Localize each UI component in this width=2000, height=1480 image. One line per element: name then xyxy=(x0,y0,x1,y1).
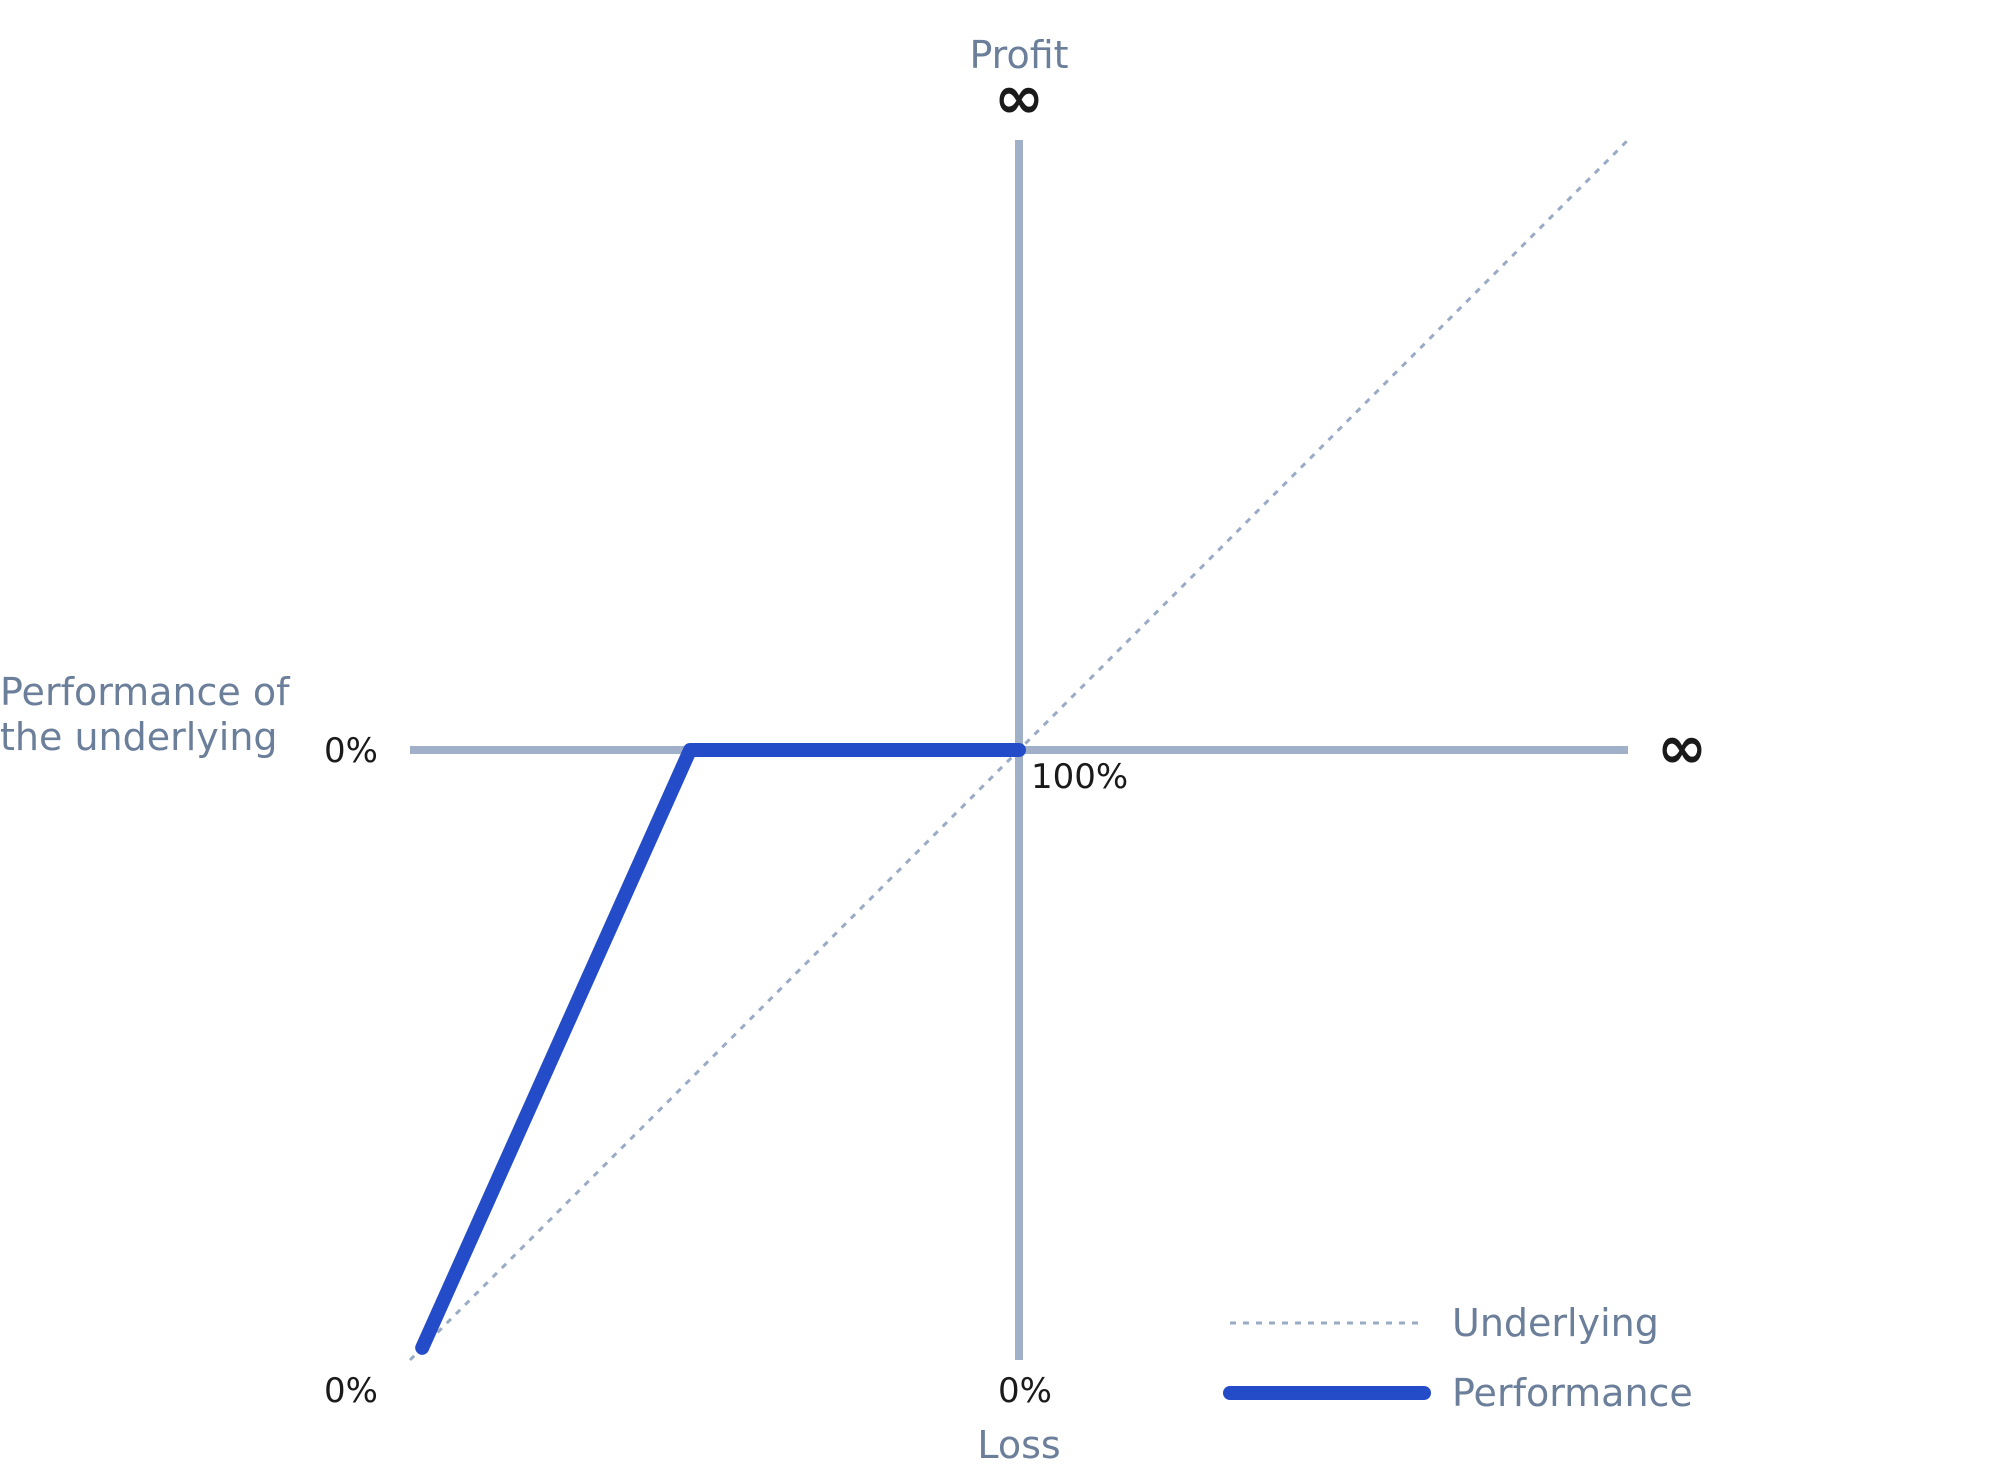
legend: Underlying Performance xyxy=(1223,1301,1693,1415)
x-tick-midpoint: 100% xyxy=(1031,757,1128,797)
y-tick-zero: 0% xyxy=(324,731,378,771)
x-axis-label-line-2: the underlying xyxy=(0,715,278,759)
series-layer xyxy=(408,138,1630,1362)
series-line-performance xyxy=(415,743,1026,1355)
y-tick-bottom: 0% xyxy=(998,1371,1052,1411)
legend-label-underlying: Underlying xyxy=(1452,1301,1659,1345)
x-tick-infinity: ∞ xyxy=(1657,713,1707,783)
y-tick-infinity: ∞ xyxy=(994,63,1044,133)
x-tick-origin: 0% xyxy=(324,1371,378,1411)
legend-label-performance: Performance xyxy=(1452,1371,1693,1415)
y-axis-bottom-label: Loss xyxy=(977,1423,1060,1467)
y-axis-top-label: Profit xyxy=(969,33,1068,77)
x-axis-label-line-1: Performance of xyxy=(0,670,291,714)
